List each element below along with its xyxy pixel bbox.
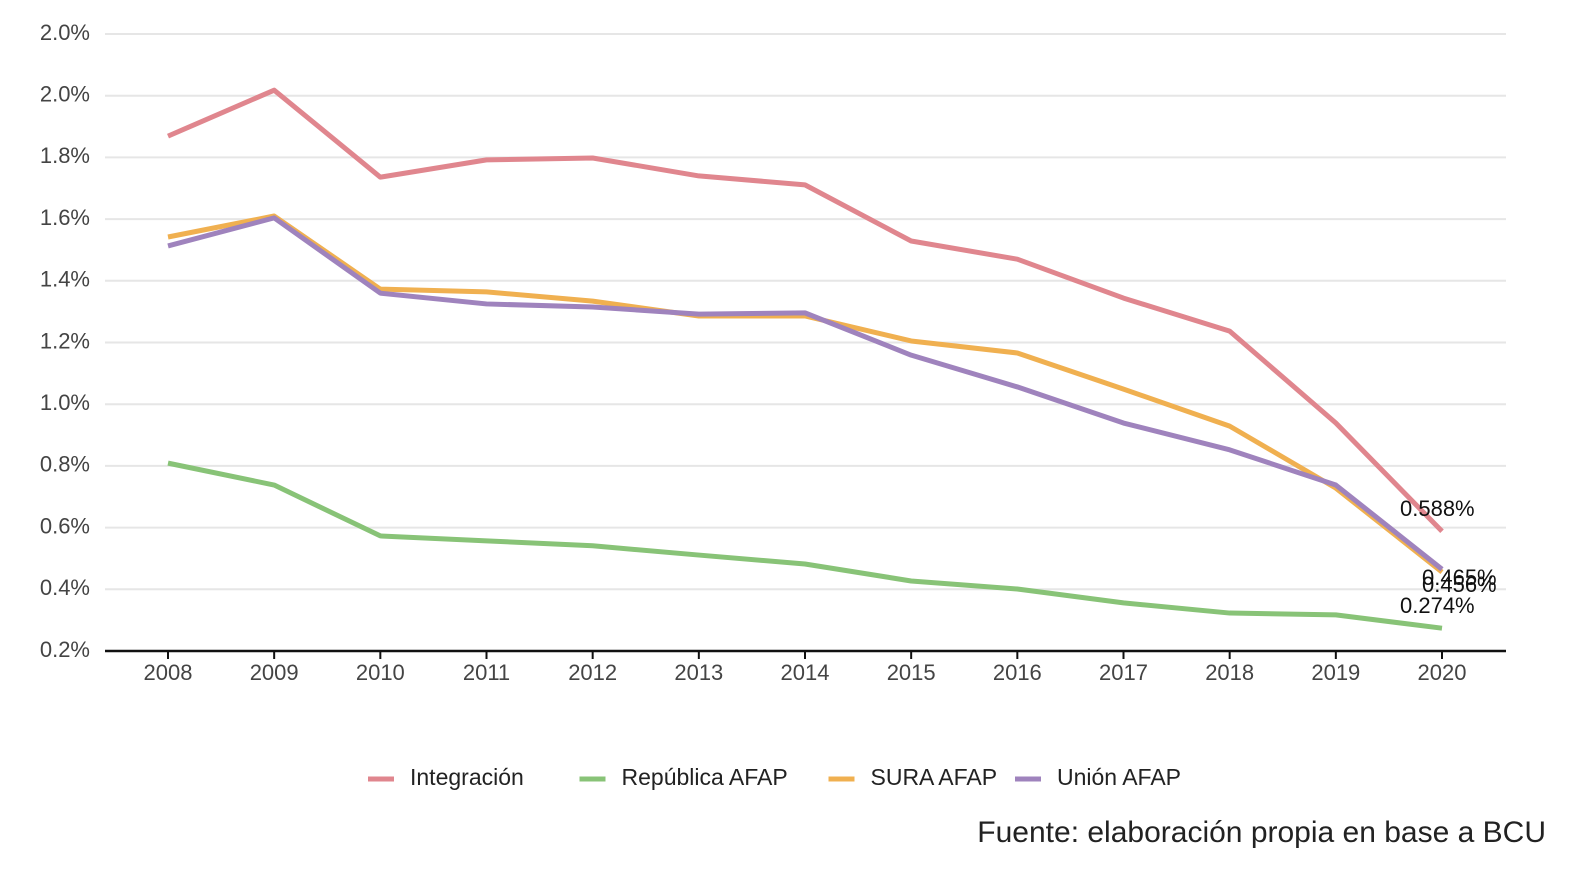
x-tick-label: 2019 <box>1311 660 1360 685</box>
y-tick-label: 2.0% <box>40 20 90 45</box>
y-tick-label: 1.4% <box>40 267 90 292</box>
series-line <box>167 87 1444 534</box>
legend-label: Unión AFAP <box>1057 764 1181 790</box>
x-tick-label: 2020 <box>1418 660 1467 685</box>
y-tick-label: 1.2% <box>40 328 90 353</box>
x-tick-label: 2010 <box>356 660 405 685</box>
y-tick-label: 0.6% <box>40 513 90 538</box>
series-line <box>167 213 1444 574</box>
legend-label: SURA AFAP <box>871 764 998 790</box>
legend-label: República AFAP <box>622 764 788 790</box>
x-tick-label: 2015 <box>887 660 936 685</box>
end-label: 0.456% <box>1422 572 1497 597</box>
caption: Fuente: elaboración propia en base a BCU <box>977 816 1546 849</box>
y-tick-label: 1.6% <box>40 205 90 230</box>
x-tick-label: 2014 <box>781 660 830 685</box>
y-tick-label: 1.8% <box>40 143 90 168</box>
x-tick-label: 2009 <box>250 660 299 685</box>
x-tick-label: 2011 <box>463 660 510 685</box>
x-tick-label: 2018 <box>1205 660 1254 685</box>
end-label: 0.465% <box>1422 565 1497 590</box>
y-tick-label: 0.8% <box>40 452 90 477</box>
legend-label: Integración <box>410 764 524 790</box>
y-tick-label: 0.2% <box>40 637 90 662</box>
series-line <box>167 215 1444 572</box>
y-tick-label: 2.0% <box>40 82 90 107</box>
series-line <box>167 460 1443 631</box>
y-tick-label: 0.4% <box>40 575 90 600</box>
x-tick-label: 2008 <box>144 660 193 685</box>
x-tick-label: 2016 <box>993 660 1042 685</box>
x-tick-label: 2012 <box>568 660 617 685</box>
end-label: 0.274% <box>1400 593 1475 618</box>
x-tick-label: 2013 <box>674 660 723 685</box>
x-tick-label: 2017 <box>1099 660 1148 685</box>
end-label: 0.588% <box>1400 496 1475 521</box>
y-tick-label: 1.0% <box>40 390 90 415</box>
